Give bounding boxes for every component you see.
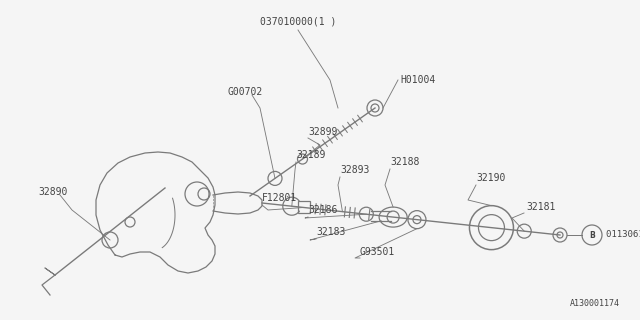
Text: 32189: 32189 [296, 150, 325, 160]
Text: 32186: 32186 [308, 205, 337, 215]
Text: F12801: F12801 [262, 193, 297, 203]
Text: 32190: 32190 [476, 173, 506, 183]
Text: G00702: G00702 [228, 87, 263, 97]
Text: 32899: 32899 [308, 127, 337, 137]
Text: G93501: G93501 [360, 247, 396, 257]
Text: 037010000(1 ): 037010000(1 ) [260, 17, 336, 27]
Text: 32890: 32890 [38, 187, 67, 197]
Text: 32188: 32188 [390, 157, 419, 167]
Text: H01004: H01004 [400, 75, 435, 85]
Text: 011306180(2 ): 011306180(2 ) [606, 230, 640, 239]
Text: B: B [589, 230, 595, 239]
Text: 32181: 32181 [526, 202, 556, 212]
Text: 32893: 32893 [340, 165, 369, 175]
Text: A130001174: A130001174 [570, 299, 620, 308]
Text: 32183: 32183 [316, 227, 346, 237]
